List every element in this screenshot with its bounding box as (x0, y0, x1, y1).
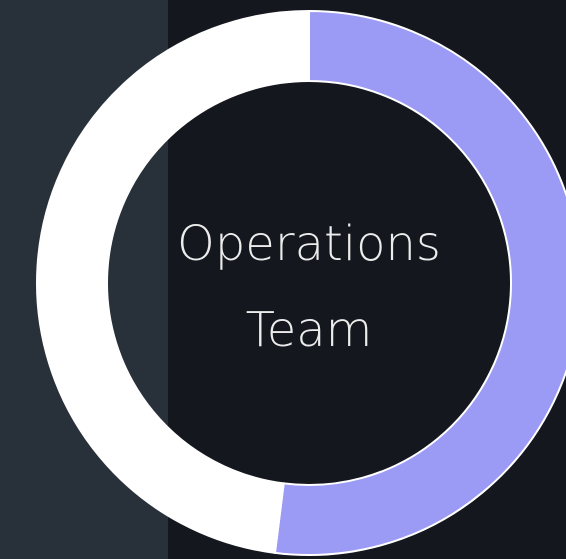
center-label: Operations (177, 216, 441, 272)
center-label: Team (246, 302, 373, 358)
donut-slice (36, 9, 310, 554)
donut-slice (273, 9, 566, 556)
slices (36, 9, 566, 556)
